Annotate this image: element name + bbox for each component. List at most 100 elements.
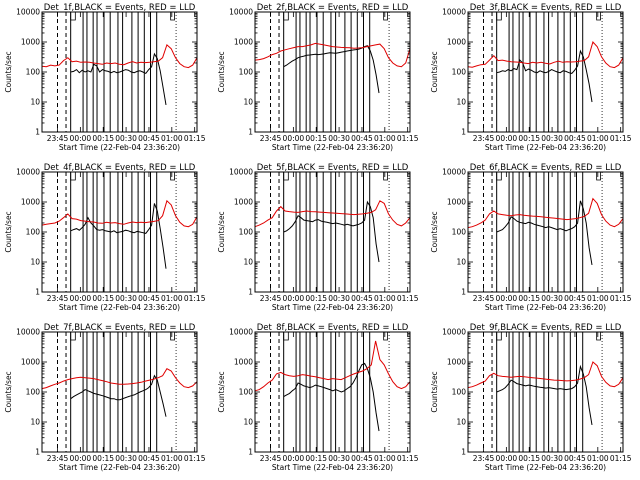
y-tick-label: 100 bbox=[239, 68, 254, 77]
chart-panel-2: Det_2f,BLACK = Events, RED = LLD 1 10 100 10… bbox=[217, 3, 419, 152]
panel-title: Det_1f,BLACK = Events, RED = LLD bbox=[44, 3, 196, 13]
x-tick-label: 00:45 bbox=[564, 454, 586, 463]
y-tick-label: 100 bbox=[26, 388, 41, 397]
attenuator-bracket bbox=[596, 172, 601, 181]
panel-title: Det_6f,BLACK = Events, RED = LLD bbox=[470, 163, 622, 173]
attenuator-bracket bbox=[383, 172, 388, 181]
x-tick-label: 00:45 bbox=[138, 454, 160, 463]
y-tick-label: 10000 bbox=[16, 168, 40, 177]
attenuator-bracket bbox=[170, 332, 175, 341]
series-line-lld bbox=[254, 200, 411, 228]
series-line-lld bbox=[467, 361, 624, 389]
series-line-lld bbox=[467, 197, 624, 229]
attenuator-bracket bbox=[496, 332, 502, 341]
plot-frame bbox=[254, 171, 411, 293]
attenuator-bracket bbox=[383, 332, 388, 341]
y-tick-label: 10 bbox=[456, 98, 466, 107]
attenuator-bracket bbox=[170, 12, 175, 21]
y-tick-label: 1 bbox=[248, 288, 253, 297]
y-tick-label: 1 bbox=[248, 448, 253, 457]
y-tick-label: 100 bbox=[239, 388, 254, 397]
panel-title: Det_7f,BLACK = Events, RED = LLD bbox=[44, 323, 196, 333]
x-axis-title: Start Time (22-Feb-04 23:36:20) bbox=[485, 463, 606, 472]
y-tick-label: 100 bbox=[26, 228, 41, 237]
x-axis-title: Start Time (22-Feb-04 23:36:20) bbox=[272, 143, 393, 152]
x-tick-label: 01:15 bbox=[610, 294, 632, 303]
series-line-events bbox=[283, 362, 380, 432]
x-tick-label: 00:15 bbox=[92, 454, 114, 463]
panel-title: Det_5f,BLACK = Events, RED = LLD bbox=[257, 163, 409, 173]
x-tick-label: 01:15 bbox=[184, 134, 206, 143]
x-tick-label: 00:00 bbox=[283, 294, 305, 303]
y-tick-label: 10000 bbox=[442, 8, 466, 17]
y-axis-title: Counts/sec bbox=[4, 371, 13, 412]
x-axis-title: Start Time (22-Feb-04 23:36:20) bbox=[59, 143, 180, 152]
y-tick-label: 1000 bbox=[21, 198, 40, 207]
x-tick-label: 00:15 bbox=[305, 294, 327, 303]
y-tick-label: 1 bbox=[248, 128, 253, 137]
y-tick-label: 1000 bbox=[447, 38, 466, 47]
attenuator-bracket bbox=[70, 12, 76, 21]
x-tick-label: 00:00 bbox=[70, 294, 92, 303]
y-tick-label: 10000 bbox=[16, 8, 40, 17]
x-tick-label: 00:00 bbox=[283, 454, 305, 463]
x-tick-label: 23:45 bbox=[473, 134, 495, 143]
chart-panel-6: Det_6f,BLACK = Events, RED = LLD 1 10 100 10… bbox=[430, 163, 632, 312]
series-line-events bbox=[496, 49, 593, 103]
attenuator-bracket bbox=[170, 172, 175, 181]
x-tick-label: 00:15 bbox=[518, 134, 540, 143]
series-line-lld bbox=[41, 368, 198, 390]
x-tick-label: 00:30 bbox=[328, 454, 350, 463]
y-tick-label: 100 bbox=[239, 228, 254, 237]
x-tick-label: 00:00 bbox=[70, 134, 92, 143]
attenuator-bracket bbox=[496, 172, 502, 181]
plot-frame bbox=[41, 331, 198, 453]
x-tick-label: 01:00 bbox=[161, 454, 183, 463]
chart-panel-7: Det_7f,BLACK = Events, RED = LLD 1 10 100 10… bbox=[4, 323, 206, 472]
x-axis-title: Start Time (22-Feb-04 23:36:20) bbox=[485, 303, 606, 312]
y-tick-label: 1000 bbox=[447, 358, 466, 367]
x-tick-label: 01:00 bbox=[374, 294, 396, 303]
attenuator-bracket bbox=[70, 332, 76, 341]
y-tick-label: 10 bbox=[30, 418, 40, 427]
x-tick-label: 23:45 bbox=[47, 294, 69, 303]
x-tick-label: 23:45 bbox=[473, 454, 495, 463]
y-tick-label: 1 bbox=[35, 288, 40, 297]
x-tick-label: 00:15 bbox=[92, 294, 114, 303]
chart-panel-9: Det_9f,BLACK = Events, RED = LLD 1 10 100 10… bbox=[430, 323, 632, 472]
y-tick-label: 10 bbox=[456, 418, 466, 427]
y-tick-label: 1 bbox=[461, 288, 466, 297]
chart-panel-4: Det_4f,BLACK = Events, RED = LLD 1 10 100 10… bbox=[4, 163, 206, 312]
plot-frame bbox=[467, 11, 624, 133]
y-tick-label: 10000 bbox=[16, 328, 40, 337]
y-tick-label: 1000 bbox=[21, 38, 40, 47]
plot-frame bbox=[254, 331, 411, 453]
series-line-events bbox=[496, 200, 593, 265]
y-tick-label: 10 bbox=[30, 98, 40, 107]
series-line-lld bbox=[41, 44, 198, 69]
attenuator-bracket bbox=[596, 332, 601, 341]
chart-panel-5: Det_5f,BLACK = Events, RED = LLD 1 10 100 10… bbox=[217, 163, 419, 312]
attenuator-bracket bbox=[283, 172, 289, 181]
y-tick-label: 10 bbox=[243, 98, 253, 107]
y-axis-title: Counts/sec bbox=[217, 211, 226, 252]
x-tick-label: 23:45 bbox=[260, 134, 282, 143]
x-tick-label: 00:15 bbox=[92, 134, 114, 143]
x-tick-label: 01:00 bbox=[587, 134, 609, 143]
series-line-lld bbox=[254, 340, 411, 392]
x-tick-label: 00:00 bbox=[283, 134, 305, 143]
y-axis-title: Counts/sec bbox=[430, 51, 439, 92]
attenuator-bracket bbox=[283, 12, 289, 21]
x-tick-label: 01:15 bbox=[184, 294, 206, 303]
x-tick-label: 01:00 bbox=[161, 134, 183, 143]
x-tick-label: 00:45 bbox=[138, 134, 160, 143]
y-axis-title: Counts/sec bbox=[430, 371, 439, 412]
plot-frame bbox=[467, 331, 624, 453]
x-tick-label: 23:45 bbox=[260, 454, 282, 463]
panel-title: Det_9f,BLACK = Events, RED = LLD bbox=[470, 323, 622, 333]
y-tick-label: 1000 bbox=[21, 358, 40, 367]
y-tick-label: 100 bbox=[452, 228, 467, 237]
x-axis-title: Start Time (22-Feb-04 23:36:20) bbox=[485, 143, 606, 152]
series-line-lld bbox=[254, 42, 411, 68]
x-axis-title: Start Time (22-Feb-04 23:36:20) bbox=[272, 463, 393, 472]
